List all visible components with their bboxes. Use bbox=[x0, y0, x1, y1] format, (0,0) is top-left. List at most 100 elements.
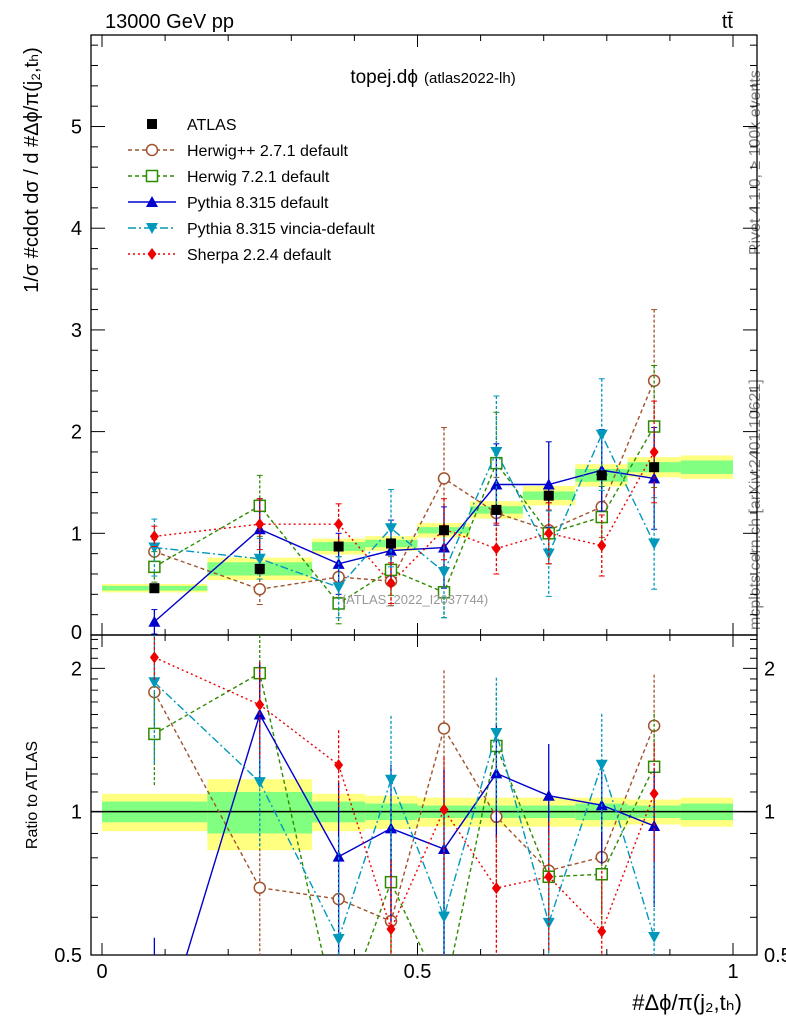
atlas-point bbox=[439, 525, 450, 536]
atlas-point bbox=[385, 538, 396, 549]
series-5-point bbox=[544, 527, 554, 540]
series-4-point bbox=[332, 582, 345, 594]
series-3-ratio-point bbox=[332, 850, 345, 862]
y-axis-label: 1/σ #cdot dσ / d #Δϕ/π(j₂,tₕ) bbox=[21, 47, 43, 293]
legend-marker bbox=[145, 169, 159, 183]
y-tick-label: 4 bbox=[71, 218, 82, 240]
series-4-point bbox=[490, 446, 503, 458]
series-2-ratio-point bbox=[595, 868, 609, 881]
series-4-ratio-point bbox=[595, 759, 608, 771]
atlas-point bbox=[596, 470, 607, 481]
ratio-panel: 0 0.5 1 0.5 0.5 1 1 2 2 Ratio to ATLAS bbox=[24, 634, 786, 983]
plot-title-suffix: (atlas2022-lh) bbox=[424, 70, 516, 87]
reference-data-group bbox=[149, 462, 660, 594]
series-4-ratio-point bbox=[648, 932, 661, 944]
series-5-point bbox=[334, 518, 344, 531]
legend-label: Sherpa 2.2.4 default bbox=[187, 247, 332, 264]
analysis-watermark: (ATLAS_2022_I2037744) bbox=[342, 592, 488, 607]
ratio-y-axis-label: Ratio to ATLAS bbox=[24, 741, 41, 849]
y-tick-label: 1 bbox=[71, 523, 82, 545]
ratio-reference-band bbox=[91, 779, 757, 851]
series-5-line bbox=[154, 451, 655, 585]
atlas-point bbox=[254, 563, 265, 574]
energy-label: 13000 GeV pp bbox=[105, 11, 234, 33]
legend-marker bbox=[147, 119, 157, 129]
mcplots-label: mcplots.cern.ch [arXiv:2401.10621] bbox=[747, 379, 764, 630]
series-1-ratio-line bbox=[153, 691, 655, 923]
legend-label: Herwig 7.2.1 default bbox=[187, 169, 330, 186]
ratio-y-tick-label-right: 1 bbox=[764, 802, 775, 824]
y-tick-label: 5 bbox=[71, 117, 82, 139]
series-4-ratio-point bbox=[384, 774, 397, 786]
legend-marker bbox=[146, 196, 158, 207]
series-5-ratio-point bbox=[649, 787, 659, 800]
atlas-point bbox=[149, 583, 160, 594]
plot-title: topej.dϕ bbox=[350, 67, 418, 88]
legend: ATLAS Herwig++ 2.7.1 default Herwig 7.2.1 … bbox=[128, 117, 375, 264]
series-5-point bbox=[386, 577, 396, 590]
y-tick-label: 3 bbox=[71, 320, 82, 342]
atlas-point bbox=[543, 490, 554, 501]
ratio-y-tick-label-right: 2 bbox=[764, 658, 775, 680]
series-4-point bbox=[648, 538, 661, 550]
series-5-ratio-point bbox=[255, 698, 265, 711]
series-4-ratio-point bbox=[490, 727, 503, 739]
ratio-y-tick-label: 2 bbox=[71, 658, 82, 680]
atlas-point bbox=[333, 541, 344, 552]
series-1-ratio-point bbox=[253, 881, 266, 894]
ratio-y-tick-label-right: 0.5 bbox=[764, 945, 786, 967]
series-4-point bbox=[148, 542, 161, 554]
rivet-label: Rivet 4.1.0, ≥ 100k events bbox=[747, 70, 764, 255]
series-5-ratio-line bbox=[154, 656, 655, 933]
series-4-point bbox=[384, 523, 397, 535]
series-5-point bbox=[491, 542, 501, 555]
series-3-ratio-point bbox=[542, 789, 555, 801]
series-2-ratio-point bbox=[148, 727, 161, 741]
legend-label: Herwig++ 2.7.1 default bbox=[187, 143, 349, 160]
main-panel: 1 2 3 4 5 0 topej.dϕ (atlas2022-lh) (ATLAS_20… bbox=[21, 34, 758, 644]
y-tick-label: 2 bbox=[71, 422, 82, 444]
series-3-point bbox=[542, 478, 555, 490]
series-5-point bbox=[255, 518, 265, 531]
atlas-point bbox=[649, 462, 660, 473]
series-4-ratio-point bbox=[253, 777, 266, 789]
series-5-ratio-point bbox=[149, 651, 159, 664]
series-5-point bbox=[597, 539, 607, 552]
series-1-point bbox=[437, 472, 451, 485]
series-5-ratio-point bbox=[491, 882, 501, 895]
reference-band-stat bbox=[680, 460, 733, 474]
series-5-point bbox=[149, 530, 159, 543]
series-1-point bbox=[253, 582, 266, 596]
legend-label: ATLAS bbox=[187, 117, 237, 134]
series-5-ratio-point bbox=[334, 759, 344, 772]
x-axis-label: #Δϕ/π(j₂,tₕ) bbox=[632, 990, 742, 1015]
ratio-band-stat bbox=[207, 791, 313, 834]
x-tick-label: 1 bbox=[727, 961, 738, 983]
process-label: tt̄ bbox=[722, 11, 734, 33]
series-4-point bbox=[595, 429, 608, 441]
series-5-ratio-point bbox=[597, 925, 607, 938]
series-5-ratio-point bbox=[439, 803, 449, 816]
y-tick-label-zero: 0 bbox=[71, 622, 82, 644]
series-4-ratio-point bbox=[332, 933, 345, 945]
ratio-y-tick-label: 0.5 bbox=[54, 945, 82, 967]
legend-label: Pythia 8.315 vincia-default bbox=[187, 221, 375, 238]
series-4-point bbox=[438, 566, 451, 578]
legend-marker bbox=[145, 143, 159, 157]
legend-marker bbox=[147, 248, 157, 260]
series-5-ratio-point bbox=[544, 870, 554, 883]
atlas-point bbox=[491, 504, 502, 515]
series-4-ratio-point bbox=[148, 677, 161, 689]
series-3-point bbox=[148, 615, 161, 627]
main-axes: 1 2 3 4 5 0 bbox=[71, 34, 758, 644]
ratio-series-group bbox=[148, 635, 661, 955]
series-4-point bbox=[253, 553, 266, 565]
x-tick-label: 0 bbox=[96, 961, 107, 983]
series-4-ratio-point bbox=[438, 911, 451, 923]
x-tick-label: 0.5 bbox=[404, 961, 432, 983]
legend-label: Pythia 8.315 default bbox=[187, 195, 329, 212]
series-1-ratio-point bbox=[437, 722, 451, 735]
legend-marker bbox=[146, 223, 158, 234]
series-5-ratio-point bbox=[386, 923, 396, 936]
